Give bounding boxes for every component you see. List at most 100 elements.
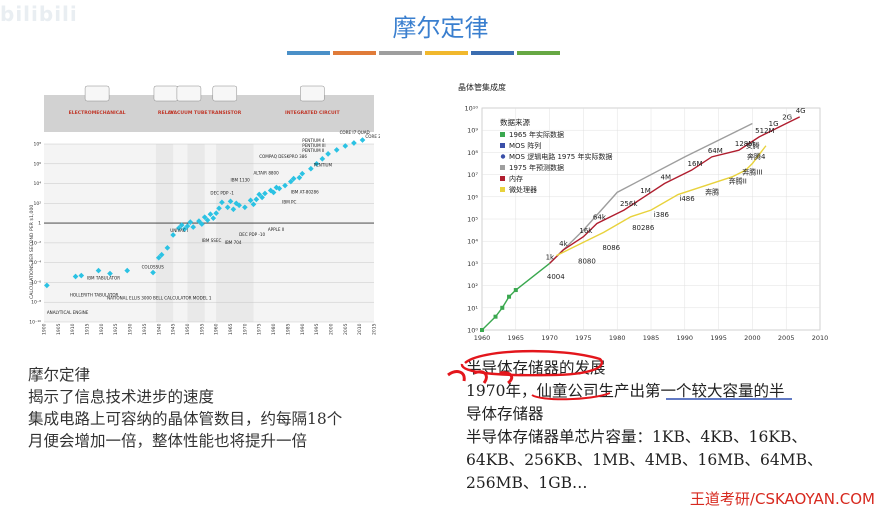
left-text-line: 月便会增加一倍，整体性能也将提升一倍 bbox=[28, 432, 308, 450]
legend-marker bbox=[500, 176, 505, 181]
x-tick-label: 1940 bbox=[156, 323, 162, 335]
legend-marker bbox=[500, 154, 506, 159]
accent-bar bbox=[425, 51, 468, 55]
right-text-line: 导体存储器 bbox=[466, 405, 544, 423]
y-tick-label: 10⁻⁶ bbox=[31, 280, 41, 286]
memory-label: 256k bbox=[620, 200, 638, 208]
y-tick-label: 10¹ bbox=[467, 304, 478, 312]
y-tick-label: 10⁰ bbox=[467, 327, 478, 335]
data-point bbox=[253, 196, 260, 203]
right-text-line: 64KB、256KB、1MB、4MB、16MB、64MB、 bbox=[466, 451, 823, 469]
data-point bbox=[230, 206, 237, 213]
x-tick-label: 2005 bbox=[778, 334, 795, 342]
y-tick-label: 10⁷ bbox=[467, 171, 478, 179]
data-point bbox=[262, 190, 268, 197]
y-tick-label: 10⁴ bbox=[467, 238, 478, 246]
y-tick-label: 10⁻¹⁰ bbox=[29, 320, 41, 326]
cpu-label: 安腾 bbox=[746, 141, 760, 150]
x-tick-label: 1965 bbox=[228, 323, 234, 335]
data-point bbox=[224, 204, 231, 211]
legend-label: 微处理器 bbox=[509, 185, 537, 194]
handwritten-annotation bbox=[447, 349, 792, 401]
data-point bbox=[176, 225, 182, 231]
cpu-line bbox=[556, 145, 767, 257]
data-label: COLOSSUS bbox=[142, 265, 165, 270]
data-point bbox=[44, 282, 50, 289]
data-point bbox=[513, 288, 518, 293]
era-label: ELECTROMECHANICAL bbox=[69, 110, 126, 116]
data-point bbox=[124, 267, 131, 274]
data-label: PENTIUM III bbox=[302, 143, 325, 148]
right-text-line: 半导体存储器单芯片容量：1KB、4KB、16KB、 bbox=[466, 428, 807, 446]
y-tick-label: 10² bbox=[33, 201, 41, 207]
era-band bbox=[253, 144, 374, 322]
y-tick-label: 10⁴ bbox=[33, 181, 41, 187]
x-tick-label: 1975 bbox=[257, 323, 263, 335]
data-point bbox=[107, 270, 113, 277]
chip-icon bbox=[300, 85, 325, 102]
era-label: VACUUM TUBE bbox=[170, 110, 207, 116]
data-point bbox=[170, 232, 176, 238]
right-text-line: 1970年，仙童公司生产出第一个较大容量的半 bbox=[466, 382, 785, 400]
transistor-icon bbox=[212, 85, 238, 102]
data-point bbox=[204, 217, 211, 223]
data-point bbox=[78, 272, 85, 279]
transistor-density-chart: 晶体管集成度 10¹⁰ 10⁹ 10⁸ 10⁷ 10⁶ 10⁵ 10⁴ 10³ 10² 10¹ 10… bbox=[452, 80, 832, 350]
data-label: IBM AT-80286 bbox=[291, 189, 319, 194]
data-point bbox=[190, 224, 197, 230]
legend-title: 数据来源 bbox=[500, 117, 530, 127]
memory-label: 16M bbox=[688, 160, 703, 168]
data-label: IBM SSEC bbox=[202, 238, 222, 243]
data-point bbox=[198, 221, 205, 227]
cpu-label: i386 bbox=[654, 211, 670, 219]
data-point bbox=[480, 328, 484, 332]
x-tick-label: 1945 bbox=[171, 323, 177, 335]
calculator-icon bbox=[84, 85, 110, 102]
x-tick-label: 1995 bbox=[314, 323, 320, 335]
data-label: IBM 704 bbox=[225, 240, 242, 245]
data-point bbox=[236, 202, 242, 209]
data-label: PENTIUM bbox=[314, 163, 333, 168]
red-underline-mark bbox=[531, 392, 611, 401]
x-tick-label: 1990 bbox=[300, 323, 306, 335]
cpu-label: 奔腾II bbox=[729, 176, 747, 185]
brand-footer: 王道考研/CSKAOYAN.COM bbox=[689, 490, 875, 508]
data-point bbox=[184, 223, 191, 229]
memory-label: 64k bbox=[593, 213, 607, 221]
data-label: PENTIUM 4 bbox=[302, 138, 325, 143]
data-point bbox=[507, 294, 512, 299]
y-tick-label: 10³ bbox=[467, 260, 478, 268]
data-point bbox=[250, 201, 257, 208]
legend-marker bbox=[500, 143, 505, 148]
left-text-line: 摩尔定律 bbox=[28, 366, 91, 384]
y-tick-label: 10⁸ bbox=[33, 142, 41, 148]
x-tick-label: 1965 bbox=[508, 334, 525, 342]
legend-marker bbox=[500, 165, 505, 170]
data-label: NATIONAL ELLIS 3000 bbox=[107, 295, 152, 300]
x-tick-label: 1935 bbox=[142, 323, 148, 335]
data-label: HOLLERITH TABULATOR bbox=[70, 292, 119, 297]
x-tick-label: 1970 bbox=[541, 334, 558, 342]
cpu-label: 奔腾 bbox=[705, 188, 719, 197]
accent-bar bbox=[287, 51, 330, 55]
memory-label: 4M bbox=[661, 173, 672, 181]
y-tick-label: 10¹⁰ bbox=[465, 105, 479, 113]
data-point bbox=[158, 251, 165, 258]
y-tick-label: 10⁶ bbox=[33, 161, 41, 167]
memory-label: 4k bbox=[559, 240, 568, 248]
data-point bbox=[164, 245, 171, 251]
prediction-1975-line bbox=[549, 122, 753, 264]
data-point bbox=[210, 215, 217, 221]
data-point bbox=[95, 267, 102, 274]
data-label: APPLE II bbox=[268, 227, 284, 232]
data-point bbox=[493, 314, 498, 319]
data-point bbox=[242, 204, 248, 211]
y-tick-label: 10⁹ bbox=[467, 127, 478, 135]
y-tick-label: 10⁶ bbox=[467, 193, 478, 201]
data-point bbox=[207, 211, 214, 218]
cpu-label: 4004 bbox=[547, 273, 565, 281]
bilibili-watermark: bilibili bbox=[0, 2, 78, 26]
data-label: IBM PC bbox=[282, 199, 296, 204]
legend-label: MOS 逻辑电路 1975 年实际数据 bbox=[509, 152, 612, 161]
data-label: IBM 1130 bbox=[231, 178, 251, 183]
